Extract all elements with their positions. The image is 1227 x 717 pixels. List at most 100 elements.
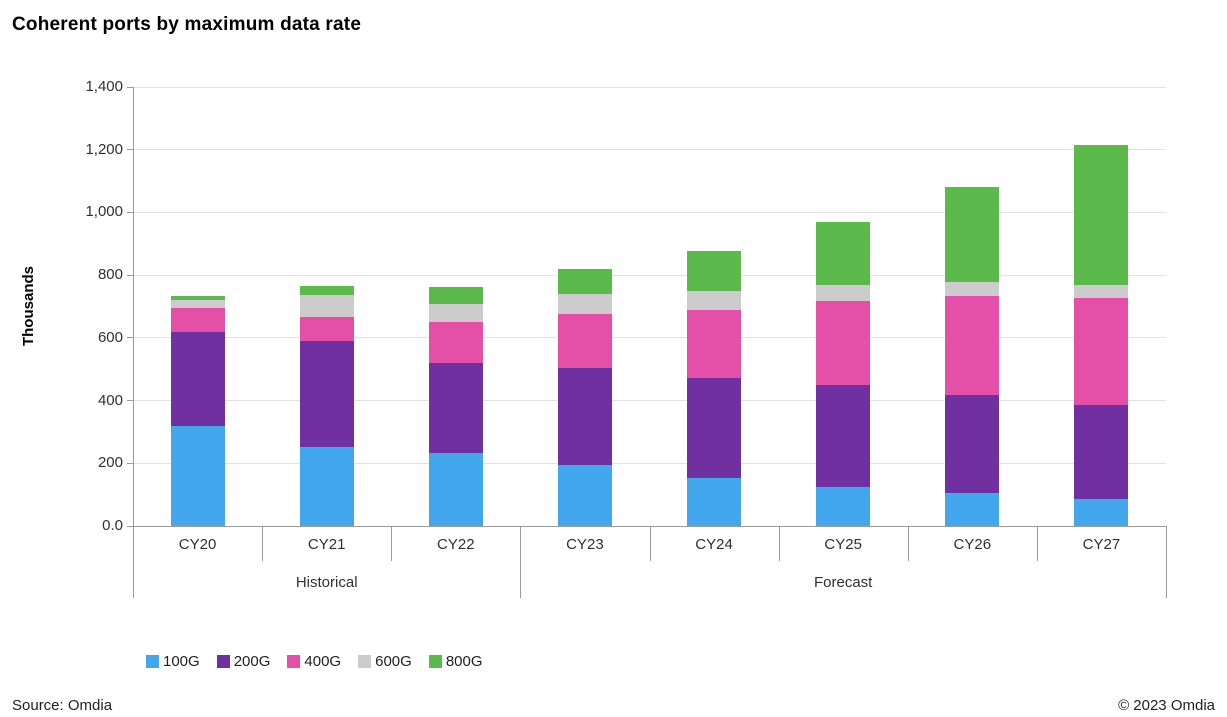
x-tick-label: CY27: [1082, 536, 1121, 553]
bar-segment: [299, 286, 354, 295]
bar-segment: [170, 425, 225, 526]
y-grid-line: [133, 86, 1166, 88]
bar-segment: [170, 295, 225, 301]
bar-segment: [170, 300, 225, 309]
bar-segment: [170, 308, 225, 332]
x-group-separator: [133, 526, 134, 598]
x-category-separator: [1036, 526, 1038, 561]
x-tick-label: CY21: [307, 536, 346, 553]
legend-swatch-icon: [287, 655, 301, 668]
x-category-separator: [391, 526, 393, 561]
x-group-separator: [520, 526, 522, 598]
bar-segment: [557, 268, 612, 295]
copyright-text: © 2023 Omdia: [1118, 697, 1215, 714]
bar-segment: [557, 367, 612, 465]
y-grid-line: [133, 274, 1166, 276]
bar-segment: [428, 453, 483, 526]
bar-segment: [1074, 145, 1129, 286]
legend-swatch-icon: [428, 655, 442, 668]
x-tick-label: CY26: [953, 536, 992, 553]
bar-segment: [1074, 298, 1129, 406]
y-grid-line: [133, 149, 1166, 151]
x-tick-label: CY23: [566, 536, 604, 553]
x-group-label: Historical: [295, 574, 358, 591]
y-tick-label: 400: [97, 391, 123, 409]
y-grid-line: [133, 211, 1166, 213]
y-tick-mark: [127, 337, 133, 339]
x-tick-label: CY20: [178, 536, 217, 553]
y-tick-label: 1,400: [85, 78, 123, 95]
bar-segment: [428, 321, 483, 363]
bar-segment: [1074, 285, 1129, 299]
bar-segment: [816, 222, 871, 286]
bar-segment: [557, 464, 612, 526]
bar-segment: [816, 487, 871, 526]
bar-segment: [299, 316, 354, 341]
x-tick-label: CY22: [437, 536, 475, 553]
y-axis-title: Thousands: [20, 266, 37, 347]
legend-item: 100G: [146, 653, 200, 670]
bar-segment: [1074, 498, 1129, 526]
x-group-label: Forecast: [814, 574, 873, 591]
legend-item: 800G: [428, 653, 483, 670]
x-category-separator: [262, 526, 264, 561]
bar-segment: [170, 331, 225, 426]
y-tick-mark: [127, 525, 133, 527]
legend-label: 600G: [375, 653, 412, 670]
bar-segment: [299, 294, 354, 317]
bar-segment: [557, 314, 612, 368]
legend-swatch-icon: [146, 655, 159, 668]
bar-segment: [557, 294, 612, 315]
x-tick-label: CY24: [695, 536, 733, 553]
x-category-separator: [907, 526, 909, 561]
source-text: Source: Omdia: [12, 697, 113, 714]
y-tick-label: 0.0: [102, 517, 123, 534]
bar-segment: [299, 446, 354, 526]
y-tick-mark: [127, 274, 133, 276]
y-grid-line: [133, 462, 1166, 464]
y-tick-mark: [127, 400, 133, 402]
bar-segment: [945, 186, 1000, 282]
legend-swatch-icon: [216, 655, 230, 668]
bar-segment: [945, 394, 1000, 494]
y-axis-line: [133, 87, 134, 526]
bar-segment: [816, 384, 871, 488]
y-tick-mark: [127, 211, 133, 213]
y-tick-label: 600: [97, 328, 123, 346]
legend-label: 200G: [233, 653, 271, 670]
y-tick-label: 1,200: [85, 140, 123, 158]
bar-segment: [299, 340, 354, 447]
y-tick-mark: [127, 462, 133, 464]
bar-segment: [816, 301, 871, 385]
bar-segment: [687, 309, 742, 378]
x-category-separator: [649, 526, 651, 561]
y-tick-mark: [127, 149, 133, 151]
bar-segment: [816, 285, 871, 302]
bar-segment: [428, 286, 483, 304]
legend-label: 100G: [163, 653, 200, 670]
legend-label: 400G: [304, 653, 342, 670]
legend-swatch-icon: [358, 655, 372, 668]
bar-segment: [687, 377, 742, 479]
legend-label: 800G: [445, 653, 483, 670]
x-tick-label: CY25: [824, 536, 862, 553]
y-grid-line: [133, 337, 1166, 339]
legend: 100G 200G 400G 600G 800G: [146, 653, 483, 670]
bar-segment: [687, 478, 742, 526]
bar-segment: [945, 281, 1000, 296]
bar-segment: [687, 250, 742, 292]
y-grid-line: [133, 400, 1166, 402]
bar-segment: [1074, 405, 1129, 499]
y-tick-mark: [127, 86, 133, 88]
y-tick-label: 1,000: [85, 203, 123, 221]
bar-segment: [687, 291, 742, 310]
legend-item: 400G: [287, 653, 341, 670]
bar-segment: [945, 295, 1000, 395]
bar-segment: [945, 493, 1000, 526]
x-category-separator: [778, 526, 780, 561]
bar-segment: [428, 303, 483, 322]
legend-item: 600G: [358, 653, 412, 670]
y-tick-label: 200: [97, 454, 123, 472]
chart-title: Coherent ports by maximum data rate: [12, 14, 362, 35]
bar-segment: [428, 362, 483, 454]
